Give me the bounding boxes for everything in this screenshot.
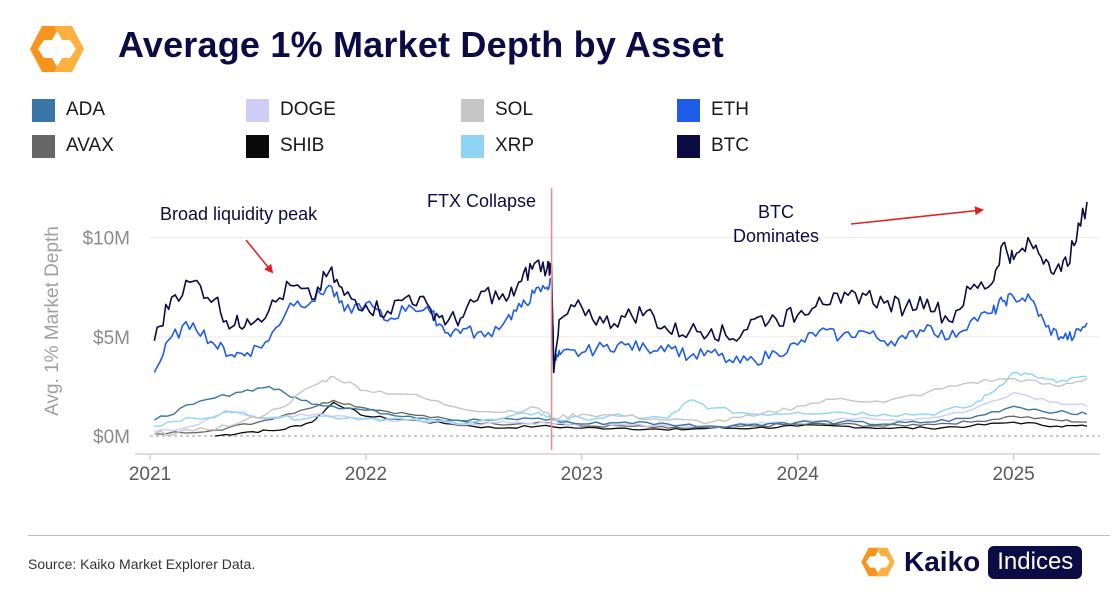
brand-logo: Kaiko Indices [860, 542, 1083, 582]
kaiko-logo-icon [30, 26, 84, 72]
legend-item-btc: BTC [677, 132, 749, 160]
legend-item-shib: SHIB [246, 132, 324, 160]
series-line-xrp [154, 371, 1088, 427]
legend-label-ada: ADA [66, 99, 106, 120]
arrow-btc-dominates [850, 206, 984, 225]
y-tick-label-1: $5M [93, 328, 130, 349]
legend-swatch-avax [32, 134, 55, 158]
legend-item-avax: AVAX [32, 132, 114, 160]
legend-label-sol: SOL [495, 99, 534, 120]
legend-label-xrp: XRP [495, 135, 535, 156]
legend-swatch-xrp [461, 134, 484, 158]
arrow-liquidity-peak [245, 239, 274, 274]
legend-swatch-doge [246, 98, 269, 122]
legend-label-eth: ETH [711, 99, 749, 120]
legend-swatch-btc [677, 134, 700, 158]
legend-item-eth: ETH [677, 96, 749, 124]
chart-legend: ADA DOGE SOL ETH AVAX SHIB XRP BTC [32, 96, 792, 168]
x-tick-label-0: 2021 [129, 464, 171, 485]
kaiko-mark-icon [861, 547, 895, 577]
source-note: Source: Kaiko Market Explorer Data. [28, 556, 256, 572]
legend-label-btc: BTC [711, 135, 749, 156]
x-tick-label-4: 2025 [992, 464, 1034, 485]
series-layer [153, 201, 1088, 437]
legend-label-avax: AVAX [66, 135, 114, 156]
x-tick-label-1: 2022 [345, 464, 387, 485]
legend-label-shib: SHIB [280, 135, 325, 156]
footer-divider [28, 535, 1110, 536]
legend-item-sol: SOL [461, 96, 533, 124]
legend-label-doge: DOGE [280, 99, 336, 120]
legend-swatch-ada [32, 98, 55, 122]
annotation-layer: Broad liquidity peak FTX Collapse BTC Domin… [160, 188, 984, 450]
y-tick-label-2: $10M [82, 229, 130, 250]
legend-swatch-sol [461, 98, 484, 122]
y-axis-label: Avg. 1% Market Depth [42, 226, 63, 416]
axis-layer: $0M $5M $10M 2021 2022 2023 2024 2025 Avg. 1% Ma… [42, 226, 1100, 485]
brand-badge: Indices [988, 545, 1083, 579]
series-line-sol [154, 375, 1088, 437]
y-tick-label-0: $0M [93, 427, 130, 448]
brand-name: Kaiko [904, 546, 981, 577]
x-tick-label-3: 2024 [777, 464, 820, 485]
series-line-doge [154, 391, 1088, 433]
market-depth-chart: $0M $5M $10M 2021 2022 2023 2024 2025 Avg. 1% Ma… [42, 188, 1100, 485]
annotation-btc: BTC [758, 202, 794, 222]
series-line-avax [154, 399, 1088, 435]
legend-item-xrp: XRP [461, 132, 534, 160]
annotation-broad-liquidity-peak: Broad liquidity peak [160, 204, 318, 224]
series-line-btc [153, 201, 1088, 374]
page-title: Average 1% Market Depth by Asset [118, 24, 724, 65]
series-line-shib [214, 401, 1088, 437]
series-line-eth [153, 277, 1088, 373]
annotation-dominates: Dominates [733, 226, 819, 246]
legend-swatch-shib [246, 134, 269, 158]
annotation-ftx-collapse: FTX Collapse [427, 191, 536, 211]
x-tick-label-2: 2023 [561, 464, 603, 485]
series-line-ada [153, 385, 1088, 429]
legend-item-doge: DOGE [246, 96, 336, 124]
grid-layer [150, 237, 1100, 437]
legend-item-ada: ADA [32, 96, 105, 124]
legend-swatch-eth [677, 98, 700, 122]
